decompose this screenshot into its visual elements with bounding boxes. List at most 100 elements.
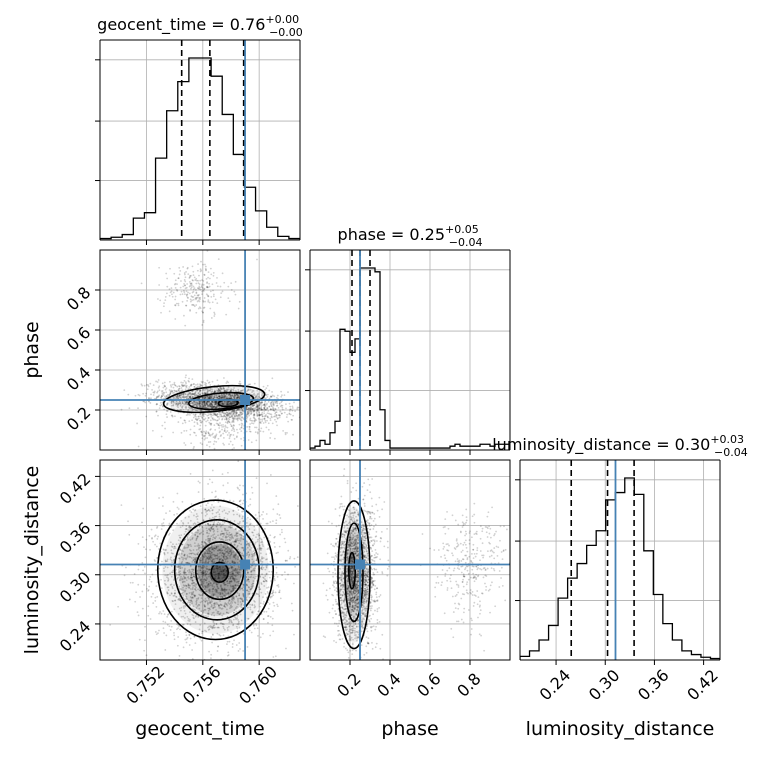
- sample-point: [200, 580, 203, 583]
- sample-point: [253, 404, 255, 407]
- sample-point: [198, 283, 201, 286]
- sample-point: [174, 286, 177, 289]
- sample-point: [222, 403, 224, 405]
- sample-point: [216, 570, 219, 572]
- sample-point: [271, 617, 274, 620]
- sample-point: [151, 537, 153, 540]
- sample-point: [245, 583, 248, 586]
- sample-point: [208, 556, 210, 559]
- sample-point: [185, 597, 188, 600]
- sample-point: [234, 415, 237, 418]
- sample-point: [218, 395, 221, 398]
- sample-point: [196, 403, 199, 406]
- sample-point: [189, 402, 192, 405]
- sample-point: [204, 605, 206, 608]
- sample-point: [235, 595, 238, 598]
- sample-point: [216, 572, 219, 575]
- sample-point: [232, 434, 235, 436]
- sample-point: [214, 402, 216, 405]
- sample-point: [261, 541, 264, 544]
- sample-point: [234, 394, 237, 397]
- sample-point: [185, 525, 188, 527]
- sample-point: [258, 414, 261, 417]
- sample-point: [222, 437, 225, 439]
- sample-point: [225, 313, 228, 316]
- sample-point: [214, 437, 216, 439]
- sample-point: [216, 422, 219, 425]
- sample-point: [269, 413, 272, 416]
- sample-point: [172, 404, 175, 407]
- sample-point: [227, 404, 229, 406]
- sample-point: [196, 294, 199, 297]
- sample-point: [280, 390, 283, 393]
- sample-point: [250, 419, 253, 422]
- sample-point: [210, 397, 213, 399]
- sample-point: [195, 556, 197, 559]
- sample-point: [279, 405, 282, 408]
- sample-point: [249, 417, 252, 420]
- sample-point: [223, 429, 226, 432]
- sample-point: [216, 389, 219, 392]
- sample-point: [186, 293, 189, 296]
- sample-point: [274, 415, 276, 418]
- sample-point: [199, 389, 202, 392]
- sample-point: [167, 613, 170, 615]
- sample-point: [242, 484, 245, 487]
- sample-point: [262, 385, 265, 388]
- sample-point: [186, 546, 189, 549]
- sample-point: [269, 417, 272, 420]
- sample-point: [212, 611, 215, 614]
- sample-point: [188, 391, 191, 394]
- sample-point: [170, 290, 173, 293]
- sample-point: [230, 596, 233, 599]
- sample-point: [260, 513, 263, 516]
- sample-point: [201, 414, 204, 416]
- sample-point: [195, 415, 197, 418]
- sample-point: [186, 395, 189, 398]
- sample-point: [214, 547, 217, 550]
- sample-point: [190, 552, 192, 555]
- sample-point: [188, 620, 191, 622]
- sample-point: [189, 407, 192, 410]
- sample-point: [220, 387, 222, 390]
- sample-point: [224, 389, 226, 392]
- sample-point: [199, 270, 202, 273]
- sample-point: [248, 586, 251, 589]
- sample-point: [234, 568, 237, 570]
- sample-point: [208, 403, 211, 406]
- sample-point: [212, 289, 214, 292]
- sample-point: [254, 622, 257, 625]
- sample-point: [227, 386, 230, 389]
- sample-point: [188, 555, 191, 558]
- sample-point: [222, 612, 225, 615]
- sample-point: [255, 395, 258, 398]
- sample-point: [276, 575, 279, 578]
- sample-point: [163, 391, 166, 394]
- sample-point: [231, 570, 234, 573]
- sample-point: [175, 595, 177, 598]
- sample-point: [272, 402, 275, 405]
- sample-point: [210, 317, 213, 319]
- sample-point: [236, 675, 238, 677]
- sample-point: [281, 406, 284, 409]
- sample-point: [201, 420, 203, 423]
- sample-point: [210, 394, 213, 397]
- sample-point: [223, 401, 226, 403]
- sample-point: [206, 403, 208, 405]
- sample-point: [234, 607, 237, 610]
- sample-point: [190, 545, 193, 548]
- sample-point: [218, 515, 221, 518]
- sample-point: [291, 419, 293, 421]
- sample-point: [234, 540, 237, 543]
- sample-point: [175, 628, 178, 631]
- sample-point: [193, 558, 196, 561]
- sample-point: [208, 538, 211, 540]
- sample-point: [270, 403, 273, 406]
- sample-point: [268, 570, 271, 573]
- sample-point: [265, 414, 267, 416]
- sample-point: [202, 615, 205, 617]
- sample-point: [240, 444, 243, 447]
- sample-point: [238, 626, 241, 629]
- sample-point: [123, 389, 126, 392]
- sample-point: [256, 389, 259, 392]
